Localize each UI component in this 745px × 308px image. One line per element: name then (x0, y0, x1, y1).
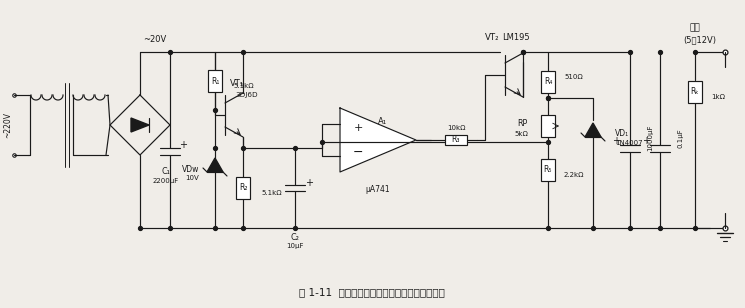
Text: 输出: 输出 (690, 23, 700, 33)
Text: R₄: R₄ (544, 78, 552, 87)
FancyBboxPatch shape (541, 159, 555, 181)
Text: 5.1kΩ: 5.1kΩ (261, 190, 282, 196)
FancyBboxPatch shape (541, 115, 555, 137)
Text: 5kΩ: 5kΩ (514, 131, 528, 137)
Text: 510Ω: 510Ω (564, 74, 583, 80)
Text: C₁: C₁ (162, 168, 171, 176)
Text: 2200μF: 2200μF (153, 178, 179, 184)
Text: +: + (642, 136, 650, 146)
Text: +: + (353, 123, 363, 133)
Text: 1kΩ: 1kΩ (711, 94, 725, 100)
Text: VD₁: VD₁ (615, 128, 629, 137)
Text: μA741: μA741 (366, 185, 390, 194)
Text: 10V: 10V (186, 175, 199, 181)
Text: ~220V: ~220V (4, 112, 13, 138)
FancyBboxPatch shape (688, 81, 702, 103)
Text: (5～12V): (5～12V) (683, 35, 717, 44)
Text: RP: RP (518, 119, 528, 128)
Text: VT₂: VT₂ (485, 33, 499, 42)
Text: 0.1μF: 0.1μF (677, 128, 683, 148)
Text: 2.2kΩ: 2.2kΩ (564, 172, 585, 178)
Text: VT₁: VT₁ (230, 79, 244, 87)
Text: Rₖ: Rₖ (691, 87, 700, 96)
Text: R₅: R₅ (544, 165, 552, 175)
Text: VDᴡ: VDᴡ (182, 164, 199, 173)
Text: R₃: R₃ (451, 136, 460, 144)
Text: 5.1kΩ: 5.1kΩ (233, 83, 253, 89)
Text: A₁: A₁ (378, 117, 387, 127)
Text: R₂: R₂ (238, 184, 247, 192)
Polygon shape (131, 118, 149, 132)
Text: 10μF: 10μF (286, 243, 304, 249)
Text: +: + (179, 140, 187, 150)
Text: 图 1-11  采用运放构成的实用直流稳压电源电路: 图 1-11 采用运放构成的实用直流稳压电源电路 (299, 287, 445, 297)
Polygon shape (585, 123, 601, 137)
Text: R₁: R₁ (211, 76, 219, 86)
Text: 1N4007: 1N4007 (615, 140, 643, 146)
FancyBboxPatch shape (208, 70, 222, 92)
Text: 1000μF: 1000μF (647, 125, 653, 151)
Text: LM195: LM195 (502, 33, 530, 42)
Text: 10kΩ: 10kΩ (447, 125, 465, 131)
Text: ~20V: ~20V (143, 35, 167, 44)
Text: +: + (612, 136, 620, 146)
Polygon shape (340, 108, 416, 172)
Text: 3DJ6D: 3DJ6D (235, 92, 259, 98)
Text: C₂: C₂ (291, 233, 299, 242)
FancyBboxPatch shape (236, 177, 250, 199)
Text: +: + (305, 178, 313, 188)
Text: −: − (352, 145, 364, 159)
FancyBboxPatch shape (541, 71, 555, 93)
Polygon shape (207, 158, 223, 172)
FancyBboxPatch shape (445, 135, 467, 145)
